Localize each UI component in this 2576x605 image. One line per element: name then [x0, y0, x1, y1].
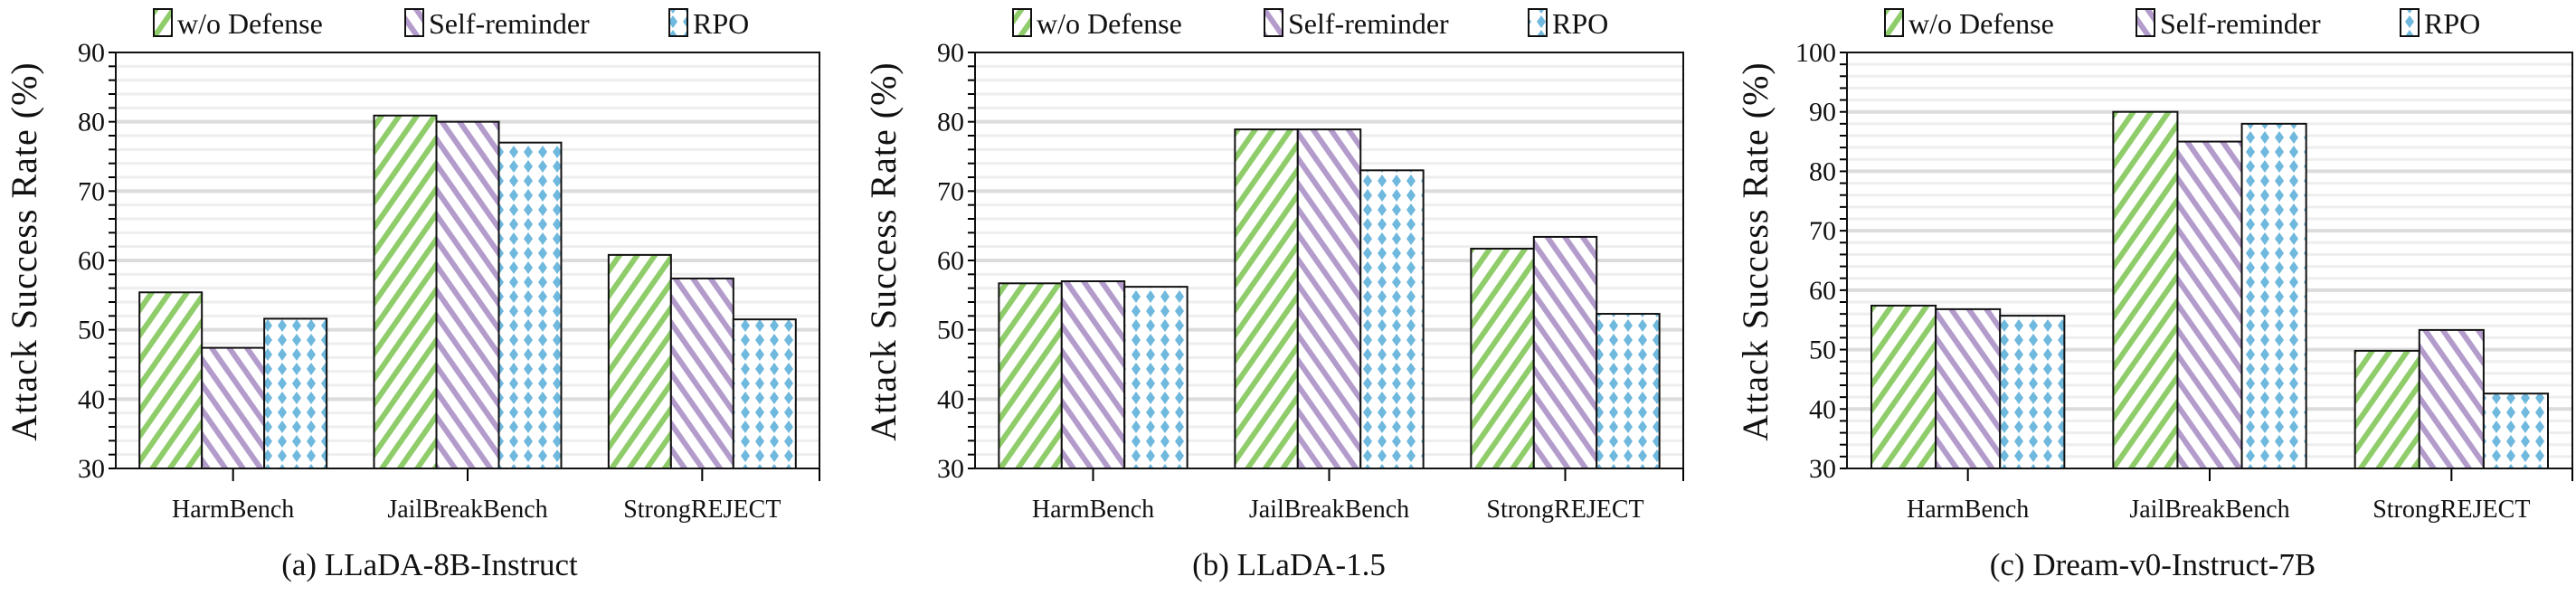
y-tick-label: 80	[78, 108, 105, 137]
plot-frame	[115, 52, 820, 469]
bar-diamonds	[1123, 286, 1189, 469]
chart-panel-2: 30 40 50 60 70 80 90 Attack Success Rate (%) Har…	[863, 7, 1684, 582]
y-tick-label: 50	[1809, 336, 1836, 365]
y-tick-label: 90	[1809, 98, 1836, 128]
legend-swatch-diamonds	[2400, 8, 2420, 37]
y-tick-label: 40	[937, 384, 964, 414]
x-tick-label: JailBreakBench	[1249, 496, 1409, 524]
y-axis-label: Attack Success Rate (%)	[1735, 61, 1776, 441]
x-tick-label: StrongREJECT	[1486, 496, 1643, 524]
y-tick-label: 80	[937, 108, 964, 137]
y-tick-label: 50	[78, 316, 105, 345]
bar-diagonal-stripes	[373, 114, 438, 470]
x-tick-label: HarmBench	[172, 496, 294, 524]
bar-back-diagonal-stripes	[201, 346, 266, 469]
legend-label: w/o Defense	[177, 7, 323, 40]
legend-label: RPO	[693, 7, 749, 40]
y-tick-label: 80	[1809, 156, 1836, 186]
y-tick-label: 90	[937, 38, 964, 68]
legend-label: w/o Defense	[1908, 7, 2054, 40]
legend-label: Self-reminder	[1288, 7, 1449, 40]
chart-panel-1: 30 40 50 60 70 80 90 Attack Success Rate (%) Har…	[4, 7, 820, 582]
y-axis-label: Attack Success Rate (%)	[863, 61, 904, 441]
y-tick-label: 30	[78, 454, 105, 484]
legend-swatch-diagonal-stripes	[1884, 8, 1904, 37]
legend-swatch-back-diagonal-stripes	[2136, 8, 2155, 37]
bar-diamonds	[2482, 392, 2549, 470]
legend-swatch-diamonds	[668, 8, 688, 37]
bar-diagonal-stripes	[2112, 110, 2179, 469]
legend-label: RPO	[2424, 7, 2480, 40]
x-tick-label: JailBreakBench	[387, 496, 547, 524]
bar-diamonds	[732, 318, 797, 469]
bar-diamonds	[1999, 315, 2066, 469]
bar-back-diagonal-stripes	[1532, 235, 1598, 469]
y-tick-label: 50	[937, 316, 964, 345]
legend-swatch-diamonds	[1528, 8, 1548, 37]
chart-caption: (a) LLaDA-8B-Instruct	[281, 547, 578, 582]
y-tick-label: 40	[78, 384, 105, 414]
x-tick-label: HarmBench	[1907, 496, 2029, 524]
y-tick-label: 30	[1809, 454, 1836, 484]
bar-diagonal-stripes	[2353, 349, 2420, 469]
y-tick-label: 40	[1809, 394, 1836, 424]
legend-swatch-diagonal-stripes	[1012, 8, 1032, 37]
bar-diagonal-stripes	[998, 282, 1063, 469]
legend: w/o Defense Self-reminder RPO	[153, 7, 749, 40]
x-tick-label: StrongREJECT	[2372, 496, 2530, 524]
x-tick-label: JailBreakBench	[2129, 496, 2289, 524]
legend: w/o Defense Self-reminder RPO	[1884, 7, 2480, 40]
y-tick-label: 70	[78, 176, 105, 206]
chart-caption: (c) Dream-v0-Instruct-7B	[1990, 547, 2316, 582]
x-tick-label: HarmBench	[1032, 496, 1154, 524]
chart-panel-3: 30 40 50 60 70 80 90 100 Attack Success Rate (%)…	[1735, 7, 2573, 582]
y-tick-label: 70	[937, 176, 964, 206]
legend-label: w/o Defense	[1037, 7, 1182, 40]
legend: w/o Defense Self-reminder RPO	[1012, 7, 1608, 40]
legend-label: RPO	[1552, 7, 1608, 40]
bar-diamonds	[1359, 169, 1425, 469]
bar-diagonal-stripes	[1870, 304, 1937, 470]
bar-diamonds	[497, 141, 563, 470]
legend-swatch-back-diagonal-stripes	[404, 8, 424, 37]
y-tick-label: 60	[937, 246, 964, 276]
y-tick-label: 30	[937, 454, 964, 484]
y-axis-label: Attack Success Rate (%)	[4, 61, 44, 441]
legend-label: Self-reminder	[2160, 7, 2321, 40]
bar-back-diagonal-stripes	[435, 120, 500, 470]
bar-back-diagonal-stripes	[1935, 307, 2002, 469]
legend-label: Self-reminder	[429, 7, 590, 40]
x-tick-label: StrongREJECT	[623, 496, 781, 524]
y-tick-label: 60	[78, 246, 105, 276]
y-tick-label: 90	[78, 38, 105, 68]
bar-back-diagonal-stripes	[2418, 328, 2485, 469]
bar-diagonal-stripes	[1470, 247, 1535, 470]
legend-swatch-diagonal-stripes	[153, 8, 173, 37]
bar-diamonds	[2240, 122, 2307, 469]
plot-frame	[1846, 52, 2573, 469]
plot-frame	[974, 52, 1684, 469]
chart-caption: (b) LLaDA-1.5	[1192, 547, 1386, 582]
bar-diagonal-stripes	[138, 291, 204, 469]
y-tick-label: 60	[1809, 276, 1836, 306]
legend-swatch-back-diagonal-stripes	[1264, 8, 1283, 37]
bar-diagonal-stripes	[1234, 128, 1299, 469]
bar-diagonal-stripes	[607, 253, 672, 469]
bar-back-diagonal-stripes	[2176, 140, 2243, 469]
y-tick-label: 70	[1809, 216, 1836, 246]
bar-back-diagonal-stripes	[669, 277, 734, 469]
y-tick-label: 100	[1795, 38, 1836, 68]
bar-diamonds	[263, 317, 328, 469]
bar-back-diagonal-stripes	[1060, 280, 1126, 469]
bar-diamonds	[1596, 313, 1661, 469]
bar-back-diagonal-stripes	[1296, 128, 1362, 469]
